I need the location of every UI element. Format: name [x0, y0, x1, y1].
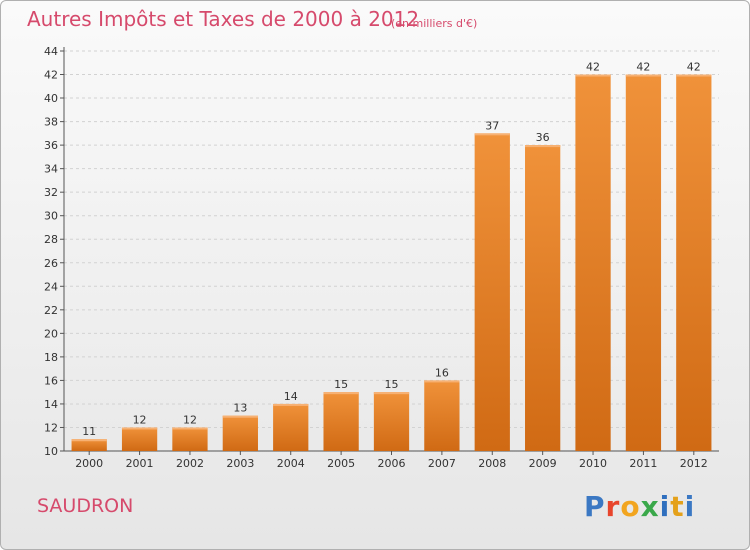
- x-tick-label: 2001: [126, 457, 154, 470]
- data-label: 37: [485, 119, 499, 132]
- y-tick-label: 42: [44, 69, 58, 82]
- proxiti-logo[interactable]: Proxiti: [584, 490, 695, 523]
- y-tick-label: 32: [44, 186, 58, 199]
- logo-letter: i: [659, 490, 671, 523]
- bar: [222, 415, 258, 451]
- y-tick-label: 24: [44, 280, 58, 293]
- bar-highlight: [424, 380, 460, 383]
- y-tick-label: 34: [44, 163, 58, 176]
- bar-highlight: [71, 439, 107, 442]
- logo-letter: P: [584, 490, 606, 523]
- data-label: 14: [284, 390, 298, 403]
- y-tick-label: 30: [44, 210, 58, 223]
- data-label: 15: [385, 378, 399, 391]
- y-tick-label: 38: [44, 116, 58, 129]
- data-labels: 11 12 12 13 14 15 15 16 37 36 42 42 42: [82, 61, 701, 439]
- logo-letter: x: [640, 490, 660, 523]
- y-tick-label: 22: [44, 304, 58, 317]
- bar-highlight: [172, 427, 208, 430]
- data-label: 42: [687, 61, 701, 74]
- bar: [273, 403, 309, 451]
- y-tick-label: 26: [44, 257, 58, 270]
- data-label: 11: [82, 425, 96, 438]
- bar-highlight: [575, 74, 611, 77]
- data-label: 36: [536, 131, 550, 144]
- bar: [575, 74, 611, 451]
- bar: [323, 392, 359, 451]
- logo-letter: t: [670, 490, 685, 523]
- x-tick-label: 2008: [478, 457, 506, 470]
- bar-highlight: [373, 392, 410, 395]
- x-tick-label: 2005: [327, 457, 355, 470]
- x-tick-label: 2012: [680, 457, 708, 470]
- y-tick-label: 12: [44, 421, 58, 434]
- bar-highlight: [676, 74, 712, 77]
- bar-highlight: [273, 403, 309, 406]
- commune-name: SAUDRON: [37, 495, 134, 517]
- y-tick-label: 18: [44, 351, 58, 364]
- bar: [424, 380, 460, 451]
- bars: [71, 74, 712, 451]
- x-tick-label: 2007: [428, 457, 456, 470]
- y-tick-label: 44: [44, 45, 58, 58]
- bar: [525, 145, 561, 451]
- y-tick-label: 36: [44, 139, 58, 152]
- bar: [172, 427, 208, 451]
- data-label: 12: [133, 413, 147, 426]
- bar-highlight: [222, 415, 258, 418]
- bar: [71, 439, 107, 451]
- data-label: 42: [636, 61, 650, 74]
- y-tick-label: 40: [44, 92, 58, 105]
- bar: [373, 392, 410, 451]
- data-label: 16: [435, 366, 449, 379]
- y-tick-label: 10: [44, 445, 58, 458]
- logo-letter: i: [684, 490, 696, 523]
- bar-highlight: [121, 427, 158, 430]
- x-tick-label: 2011: [629, 457, 657, 470]
- x-tick-label: 2004: [277, 457, 305, 470]
- chart-title: Autres Impôts et Taxes de 2000 à 2012: [27, 7, 420, 31]
- x-tick-label: 2010: [579, 457, 607, 470]
- bar: [676, 74, 712, 451]
- y-tick-label: 28: [44, 233, 58, 246]
- x-tick-label: 2009: [529, 457, 557, 470]
- data-label: 15: [334, 378, 348, 391]
- logo-letter: o: [620, 490, 641, 523]
- bar: [474, 133, 510, 451]
- y-tick-label: 16: [44, 374, 58, 387]
- x-tick-label: 2003: [226, 457, 254, 470]
- y-tick-label: 20: [44, 327, 58, 340]
- bar-highlight: [525, 145, 561, 148]
- bar-highlight: [474, 133, 510, 136]
- bar: [121, 427, 158, 451]
- x-tick-label: 2002: [176, 457, 204, 470]
- bar-highlight: [323, 392, 359, 395]
- bar: [625, 74, 662, 451]
- data-label: 13: [233, 402, 247, 415]
- bar-highlight: [625, 74, 662, 77]
- data-label: 12: [183, 413, 197, 426]
- x-tick-label: 2006: [378, 457, 406, 470]
- chart-subtitle: (en milliers d'€): [391, 17, 478, 30]
- data-label: 42: [586, 61, 600, 74]
- x-tick-label: 2000: [75, 457, 103, 470]
- logo-letter: r: [605, 490, 621, 523]
- y-tick-label: 14: [44, 398, 58, 411]
